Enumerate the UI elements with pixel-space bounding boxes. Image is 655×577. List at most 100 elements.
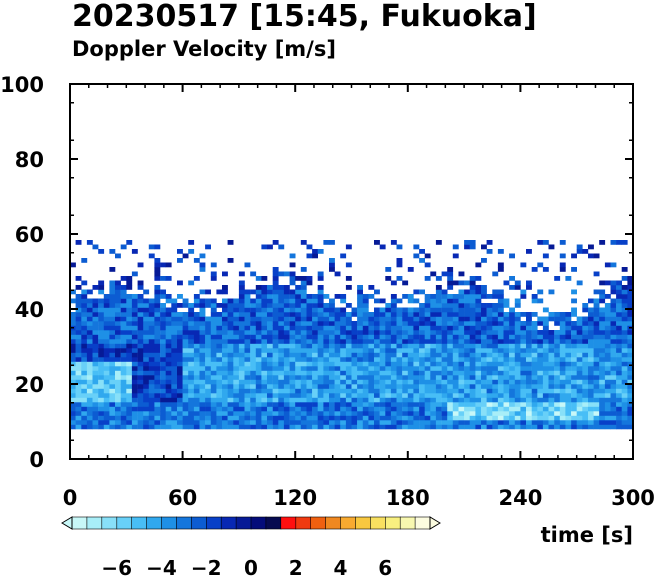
heatmap-cell <box>351 393 358 398</box>
heatmap-cell <box>171 321 178 326</box>
heatmap-cell <box>323 316 330 322</box>
heatmap-cell <box>520 424 527 430</box>
heatmap-cell <box>345 334 352 340</box>
heatmap-cell <box>610 366 617 371</box>
heatmap-cell <box>289 289 296 295</box>
heatmap-cell <box>334 415 341 421</box>
heatmap-cell <box>272 330 279 335</box>
heatmap-cell <box>267 375 273 380</box>
heatmap-cell <box>362 420 369 425</box>
heatmap-cell <box>222 393 228 398</box>
heatmap-cell <box>143 424 150 430</box>
heatmap-cell <box>210 420 217 425</box>
heatmap-cell <box>486 307 493 313</box>
heatmap-cell <box>526 370 532 376</box>
heatmap-cell <box>368 357 375 362</box>
heatmap-cell <box>300 267 307 272</box>
heatmap-cell <box>329 258 335 263</box>
heatmap-cell <box>300 420 307 425</box>
heatmap-cell <box>317 312 324 317</box>
heatmap-cell <box>385 352 392 358</box>
heatmap-cell <box>70 402 76 407</box>
heatmap-cell <box>430 321 437 326</box>
heatmap-cell <box>604 397 611 403</box>
heatmap-cell <box>306 280 313 286</box>
heatmap-cell <box>177 357 183 362</box>
heatmap-cell <box>210 298 217 304</box>
heatmap-cell <box>120 406 127 412</box>
heatmap-cell <box>92 366 99 371</box>
heatmap-cell <box>419 316 425 322</box>
heatmap-cell <box>509 307 515 313</box>
heatmap-cell <box>334 357 341 362</box>
heatmap-cell <box>503 397 510 403</box>
heatmap-cell <box>199 379 206 385</box>
heatmap-cell <box>486 361 493 367</box>
heatmap-cell <box>272 352 279 358</box>
heatmap-cell <box>329 321 335 326</box>
heatmap-cell <box>222 330 228 335</box>
heatmap-cell <box>396 361 403 367</box>
heatmap-cell <box>244 298 251 304</box>
heatmap-cell <box>210 384 217 389</box>
heatmap-cell <box>447 352 454 358</box>
heatmap-cell <box>329 303 335 308</box>
heatmap-cell <box>497 321 504 326</box>
heatmap-cell <box>92 402 99 407</box>
heatmap-cell <box>464 294 470 299</box>
heatmap-cell <box>126 393 133 398</box>
heatmap-cell <box>452 384 459 389</box>
heatmap-cell <box>537 343 544 349</box>
heatmap-cell <box>334 397 341 403</box>
heatmap-cell <box>447 402 454 407</box>
heatmap-cell <box>222 271 228 277</box>
heatmap-cell <box>458 357 465 362</box>
heatmap-cell <box>582 411 589 416</box>
heatmap-cell <box>481 393 487 398</box>
heatmap-cell <box>210 357 217 362</box>
heatmap-cell <box>143 402 150 407</box>
heatmap-cell <box>362 312 369 317</box>
heatmap-cell <box>385 267 392 272</box>
heatmap-cell <box>374 325 380 331</box>
heatmap-cell <box>520 339 527 344</box>
heatmap-cell <box>222 402 228 407</box>
heatmap-cell <box>435 334 442 340</box>
heatmap-cell <box>120 384 127 389</box>
heatmap-cell <box>210 375 217 380</box>
heatmap-cell <box>70 393 76 398</box>
heatmap-cell <box>559 361 566 367</box>
heatmap-cell <box>616 240 622 245</box>
heatmap-cell <box>435 312 442 317</box>
heatmap-cell <box>385 420 392 425</box>
heatmap-cell <box>413 415 420 421</box>
heatmap-cell <box>627 303 634 308</box>
heatmap-cell <box>126 343 133 349</box>
heatmap-cell <box>464 388 470 394</box>
heatmap-cell <box>531 411 538 416</box>
heatmap-cell <box>542 388 549 394</box>
heatmap-cell <box>599 325 606 331</box>
heatmap-cell <box>182 316 189 322</box>
heatmap-cell <box>481 379 487 385</box>
heatmap-cell <box>244 307 251 313</box>
heatmap-cell <box>131 298 138 304</box>
heatmap-cell <box>126 348 133 353</box>
heatmap-cell <box>424 348 431 353</box>
heatmap-cell <box>86 420 93 425</box>
heatmap-cell <box>312 334 318 340</box>
heatmap-cell <box>148 366 155 371</box>
heatmap-cell <box>103 312 110 317</box>
heatmap-cell <box>177 352 183 358</box>
heatmap-cell <box>283 285 290 290</box>
heatmap-cell <box>374 330 380 335</box>
heatmap-cell <box>199 361 206 367</box>
heatmap-cell <box>610 348 617 353</box>
heatmap-cell <box>396 388 403 394</box>
heatmap-cell <box>103 316 110 322</box>
heatmap-cell <box>396 312 403 317</box>
heatmap-cell <box>599 240 606 245</box>
heatmap-cell <box>289 339 296 344</box>
heatmap-cell <box>435 357 442 362</box>
heatmap-cell <box>486 370 493 376</box>
